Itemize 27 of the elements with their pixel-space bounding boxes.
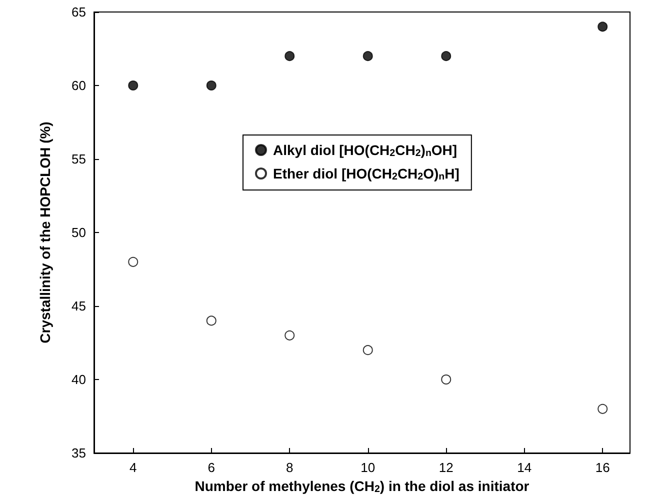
point	[128, 80, 138, 90]
point	[362, 51, 373, 62]
point	[362, 345, 373, 356]
y-tick-label: 50	[72, 225, 86, 240]
y-tick-label: 35	[72, 446, 86, 460]
point	[206, 316, 216, 326]
x-tick-label: 12	[438, 460, 454, 475]
point	[441, 51, 452, 62]
x-tick-label: 6	[208, 460, 215, 475]
point	[206, 80, 216, 90]
y-tick-label: 55	[72, 152, 86, 166]
y-tick-label: 60	[72, 78, 86, 93]
y-tick-label: 65	[72, 4, 86, 20]
y-axis-title: Crystallinity of the HOPCLOH (%)	[37, 122, 53, 344]
point	[128, 256, 138, 267]
x-tick-label: 14	[517, 460, 532, 475]
point	[598, 404, 608, 414]
point	[284, 330, 295, 340]
x-tick-label: 4	[130, 460, 137, 475]
x-tick-label: 10	[360, 460, 376, 475]
point	[441, 374, 452, 384]
x-tick-label: 16	[595, 460, 610, 475]
point	[598, 22, 608, 32]
y-tick-label: 40	[72, 372, 86, 387]
y-tick-label: 45	[72, 298, 86, 314]
x-tick-label: 8	[286, 460, 294, 475]
point	[284, 51, 295, 62]
